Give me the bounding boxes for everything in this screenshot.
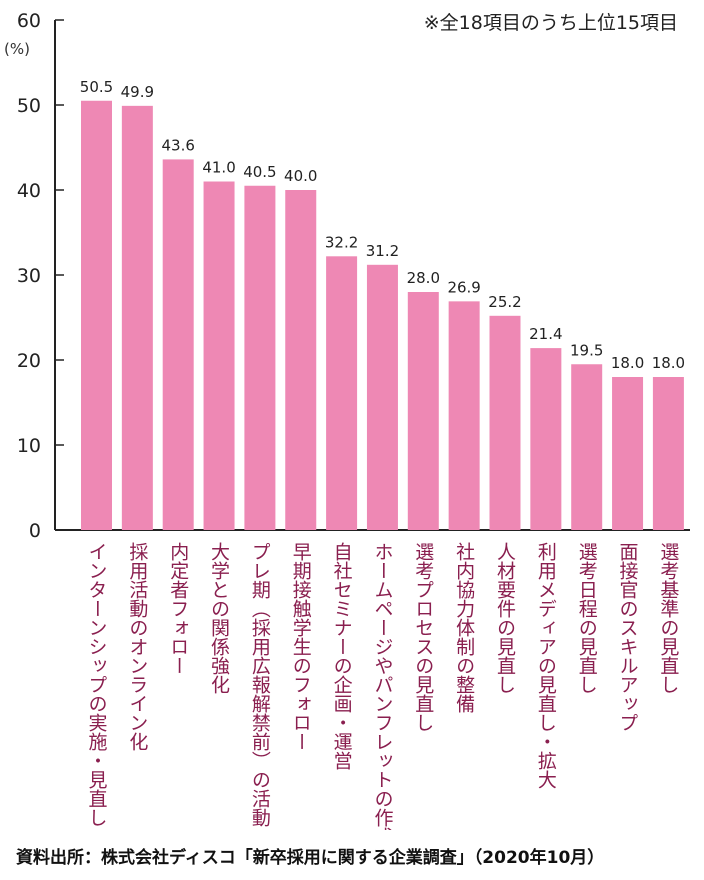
bar-value-label: 40.0 [284, 167, 317, 185]
bar-value-label: 41.0 [202, 159, 235, 177]
bar [285, 190, 317, 530]
bar-value-label: 18.0 [652, 354, 685, 372]
bar [448, 301, 480, 530]
category-label: プレ期（採用広報解禁前）の活動 [249, 542, 271, 827]
category-label: 早期接触学生のフォロー [290, 542, 312, 751]
category-label: 選考基準の見直し [657, 542, 679, 694]
source-note: 資料出所：株式会社ディスコ「新卒採用に関する企業調査」（2020年10月） [16, 848, 605, 868]
bar [571, 364, 603, 530]
bar [489, 315, 521, 530]
y-tick-label: 50 [17, 95, 41, 117]
bar-value-label: 49.9 [121, 83, 154, 101]
category-label: ホームページやパンフレットの作成 [371, 542, 393, 830]
bar [612, 377, 644, 530]
category-label: 自社セミナーの企画・運営 [331, 542, 353, 770]
category-label: 社内協力体制の整備 [453, 542, 475, 713]
category-label: 選考日程の見直し [576, 542, 598, 694]
category-label: 利用メディアの見直し・拡大 [535, 542, 557, 789]
bar-value-label: 31.2 [366, 242, 399, 260]
category-label: 採用活動のオンライン化 [126, 542, 148, 751]
bar [244, 185, 276, 530]
bar [326, 256, 358, 530]
bar-value-label: 32.2 [325, 233, 358, 251]
bar-value-label: 26.9 [447, 278, 480, 296]
bar-value-label: 19.5 [570, 341, 603, 359]
y-axis-unit: (%) [4, 40, 30, 58]
bar-value-label: 28.0 [407, 269, 440, 287]
bar [121, 105, 153, 530]
category-label: 選考プロセスの見直し [412, 542, 434, 732]
y-tick-label: 40 [17, 180, 41, 202]
category-label: インターンシップの実施・見直し [86, 542, 108, 827]
bar-value-label: 43.6 [161, 136, 194, 154]
category-label: 大学との関係強化 [208, 542, 230, 694]
y-tick-label: 20 [17, 350, 41, 372]
y-tick-label: 10 [17, 435, 41, 457]
bar-value-label: 50.5 [80, 78, 113, 96]
y-tick-label: 30 [17, 265, 41, 287]
category-label: 面接官のスキルアップ [617, 542, 639, 732]
y-tick-label: 60 [17, 10, 41, 32]
bar [203, 181, 235, 530]
bar [81, 100, 112, 530]
chart-note: ※全18項目のうち上位15項目 [423, 12, 678, 34]
bar-value-label: 21.4 [529, 325, 562, 343]
bar [162, 159, 194, 530]
category-label: 人材要件の見直し [494, 542, 516, 694]
bar [407, 292, 439, 530]
bar [530, 348, 562, 530]
bar-chart: 0 10 20 30 40 50 60 50.5 インターンシップの実施・見直し 49.9 採用活動… [17, 10, 690, 830]
bar-value-label: 40.5 [243, 163, 276, 181]
bar [652, 377, 684, 530]
bar [366, 264, 398, 530]
bar-value-label: 25.2 [488, 293, 521, 311]
bar-value-label: 18.0 [611, 354, 644, 372]
y-tick-label: 0 [29, 520, 41, 542]
category-label: 内定者フォロー [167, 542, 189, 675]
